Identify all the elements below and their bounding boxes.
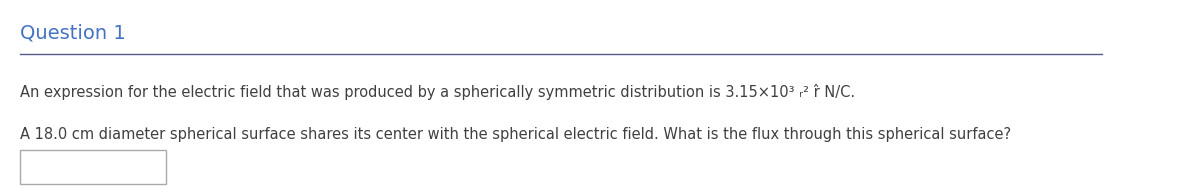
FancyBboxPatch shape (20, 150, 166, 184)
Text: A 18.0 cm diameter spherical surface shares its center with the spherical electr: A 18.0 cm diameter spherical surface sha… (20, 127, 1012, 142)
Text: Question 1: Question 1 (20, 23, 126, 42)
Text: An expression for the electric field that was produced by a spherically symmetri: An expression for the electric field tha… (20, 84, 856, 100)
